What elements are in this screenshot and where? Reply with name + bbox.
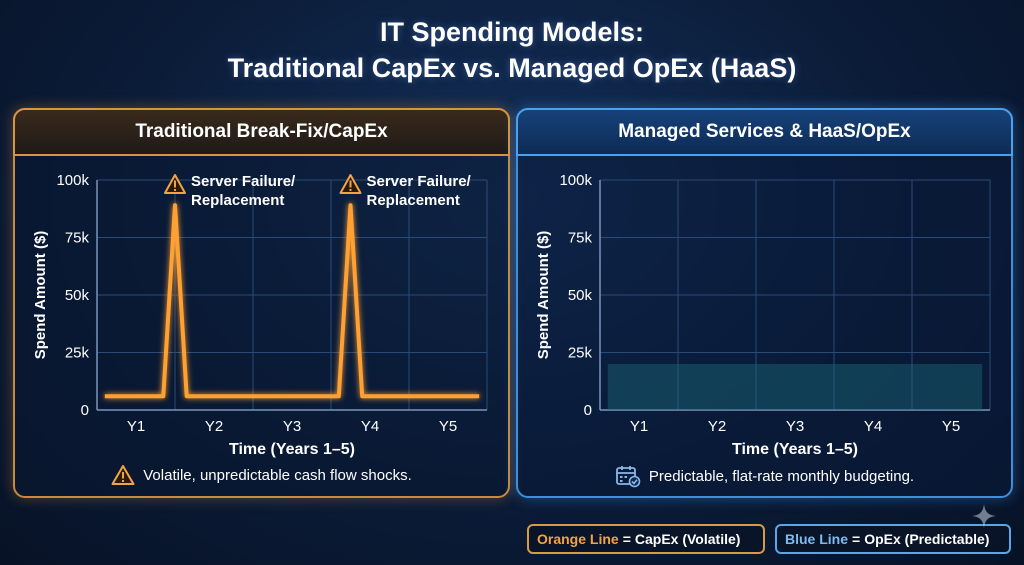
capex-panel: Traditional Break-Fix/CapEx 0 25k 50k 75k 10… xyxy=(13,108,510,498)
y-tick-label: 50k xyxy=(65,287,90,304)
annotation-label-line1: Server Failure/ xyxy=(367,173,472,190)
x-tick-label: Y1 xyxy=(127,418,145,435)
title-line-2: Traditional CapEx vs. Managed OpEx (HaaS… xyxy=(227,53,797,83)
y-tick-label: 50k xyxy=(568,287,593,304)
opex-footnote: Predictable, flat-rate monthly budgeting… xyxy=(518,464,1011,488)
x-axis-label: Time (Years 1–5) xyxy=(229,441,355,458)
x-tick-label: Y5 xyxy=(439,418,457,435)
x-tick-label: Y1 xyxy=(630,418,648,435)
legend-capex-key: Orange Line xyxy=(537,531,619,547)
opex-chart: 0 25k 50k 75k 100k Y1 Y2 Y3 Y4 Y5 Time (Years 1–5)… xyxy=(535,172,991,458)
warning-icon xyxy=(339,174,362,194)
x-tick-label: Y4 xyxy=(864,418,882,435)
x-tick-label: Y4 xyxy=(361,418,379,435)
opex-panel: Managed Services & HaaS/OpEx 0 25k 50k 75k 1… xyxy=(516,108,1013,498)
legend-capex: Orange Line = CapEx (Volatile) xyxy=(527,524,765,554)
y-tick-label: 75k xyxy=(568,230,593,247)
annotation-label-line2: Replacement xyxy=(191,192,284,209)
x-tick-label: Y2 xyxy=(708,418,726,435)
legend-capex-value: CapEx (Volatile) xyxy=(634,531,741,547)
opex-panel-header: Managed Services & HaaS/OpEx xyxy=(516,108,1013,156)
sparkle-icon xyxy=(972,504,996,528)
page-title: IT Spending Models: Traditional CapEx vs… xyxy=(0,14,1024,86)
y-tick-label: 0 xyxy=(81,402,89,419)
capex-panel-header: Traditional Break-Fix/CapEx xyxy=(13,108,510,156)
y-axis-label: Spend Amount ($) xyxy=(32,231,49,360)
capex-chart: 0 25k 50k 75k 100k Y1 Y2 Y3 Y4 Y5 Time (Years 1–5)… xyxy=(32,172,488,458)
warning-icon xyxy=(164,174,186,194)
y-tick-label: 25k xyxy=(568,345,593,362)
capex-footnote-text: Volatile, unpredictable cash flow shocks… xyxy=(143,466,412,484)
legend-opex: Blue Line = OpEx (Predictable) xyxy=(775,524,1011,554)
capex-footnote: Volatile, unpredictable cash flow shocks… xyxy=(15,464,508,486)
spike-annotation: Server Failure/Replacement xyxy=(164,173,296,209)
x-tick-label: Y5 xyxy=(942,418,960,435)
legend-capex-equals: = xyxy=(622,531,631,547)
opex-footnote-text: Predictable, flat-rate monthly budgeting… xyxy=(648,467,915,485)
warning-icon xyxy=(111,465,135,485)
y-tick-label: 100k xyxy=(559,172,592,189)
capex-line xyxy=(104,203,480,399)
y-tick-label: 75k xyxy=(65,230,90,247)
x-tick-label: Y3 xyxy=(786,418,804,435)
title-line-1: IT Spending Models: xyxy=(380,17,644,47)
legend-opex-equals: = xyxy=(852,531,861,547)
x-axis-label: Time (Years 1–5) xyxy=(732,441,858,458)
legend-opex-key: Blue Line xyxy=(785,531,849,547)
x-tick-label: Y2 xyxy=(205,418,223,435)
x-tick-label: Y3 xyxy=(283,418,301,435)
y-axis-label: Spend Amount ($) xyxy=(535,231,552,360)
annotation-label-line2: Replacement xyxy=(367,192,460,209)
opex-area-fill xyxy=(607,364,983,410)
legend-opex-value: OpEx (Predictable) xyxy=(864,531,990,547)
y-tick-label: 25k xyxy=(65,345,90,362)
y-tick-label: 0 xyxy=(584,402,592,419)
calendar-check-icon xyxy=(616,466,641,488)
spike-annotation: Server Failure/Replacement xyxy=(339,173,472,209)
annotation-label-line1: Server Failure/ xyxy=(191,173,296,190)
y-tick-label: 100k xyxy=(56,172,89,189)
